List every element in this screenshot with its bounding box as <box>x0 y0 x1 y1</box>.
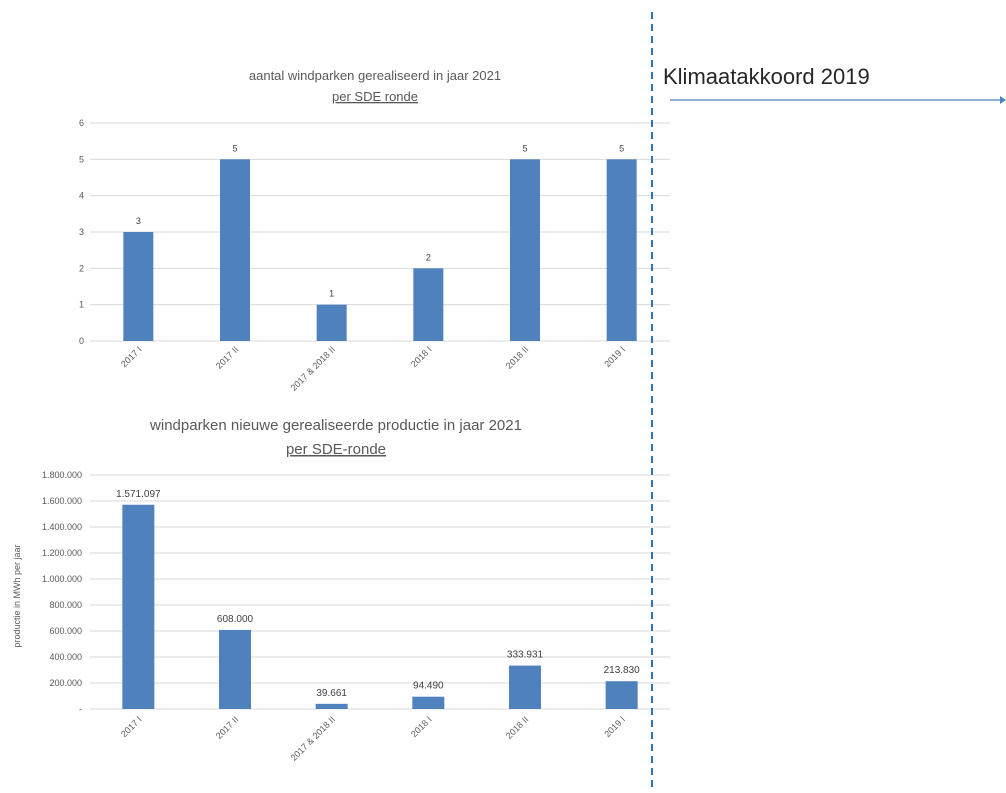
chart1-data-label: 5 <box>619 143 624 153</box>
chart2-x-axis: 2017 I 2017 II 2017 & 2018 II 2018 I 2018 II… <box>119 714 627 762</box>
klimaatakkoord-label: Klimaatakkoord 2019 <box>663 64 870 89</box>
chart1-bar <box>413 268 444 341</box>
chart2-x-tick-label: 2017 & 2018 II <box>289 714 337 762</box>
chart1-subtitle: per SDE ronde <box>332 89 418 104</box>
chart2-data-label: 213.830 <box>604 665 641 676</box>
chart2-y-tick-label: 800.000 <box>49 600 82 610</box>
chart2-bar <box>605 681 638 709</box>
chart1-bar <box>510 159 540 341</box>
chart1-y-tick-label: 0 <box>79 336 84 346</box>
chart2-data-label: 1.571.097 <box>116 489 161 500</box>
chart2-data-labels: 1.571.097 608.000 39.661 94.490 333.931 213.8… <box>116 489 640 699</box>
chart2-x-tick-label: 2018 I <box>409 714 434 739</box>
chart2-x-tick-label: 2018 II <box>504 714 531 741</box>
chart2-bars <box>122 504 638 709</box>
chart1-bar <box>123 232 154 341</box>
chart2-bar <box>509 665 541 709</box>
chart2-y-tick-label: 1.600.000 <box>42 496 82 506</box>
chart2-data-label: 39.661 <box>316 688 347 699</box>
chart1-x-tick-label: 2018 II <box>504 344 531 371</box>
chart1-y-tick-label: 6 <box>79 118 84 128</box>
chart2-title: windparken nieuwe gerealiseerde producti… <box>149 417 522 434</box>
chart1-x-axis: 2017 I 2017 II 2017 & 2018 II 2018 I 2018 II… <box>119 344 627 392</box>
chart2-y-tick-label: 1.200.000 <box>42 548 82 558</box>
chart1-data-label: 1 <box>329 289 334 299</box>
chart1-data-label: 2 <box>426 252 431 262</box>
chart1-y-tick-label: 5 <box>79 154 84 164</box>
chart2-y-tick-label: - <box>79 704 82 714</box>
chart2-y-tick-label: 1.800.000 <box>42 470 82 480</box>
chart2-y-tick-label: 1.000.000 <box>42 574 82 584</box>
chart2-x-tick-label: 2019 I <box>602 714 627 739</box>
chart1-x-tick-label: 2018 I <box>409 344 434 369</box>
chart2-gridlines <box>90 474 670 710</box>
chart1-bars <box>123 159 637 341</box>
chart2-y-axis-label: productie in MWh per jaar <box>12 544 22 647</box>
chart1-data-label: 5 <box>232 143 237 153</box>
chart1-y-tick-label: 1 <box>79 300 84 310</box>
chart1-data-labels: 3 5 1 2 5 5 <box>136 143 624 298</box>
chart2-y-axis: - 200.000 400.000 600.000 800.000 1.000.000 1.… <box>42 470 82 714</box>
chart-windparken-aantal: aantal windparken gerealiseerd in jaar 2… <box>79 68 670 393</box>
chart2-x-tick-label: 2017 II <box>214 714 241 741</box>
chart2-y-tick-label: 400.000 <box>49 652 82 662</box>
chart2-bar <box>315 703 348 709</box>
chart1-bar <box>220 159 250 341</box>
chart1-gridlines <box>90 122 670 342</box>
chart1-title: aantal windparken gerealiseerd in jaar 2… <box>249 68 501 83</box>
chart2-bar <box>412 696 445 709</box>
arrow-right-icon <box>1000 96 1006 104</box>
chart-windparken-productie: windparken nieuwe gerealiseerde producti… <box>12 417 670 763</box>
chart1-bar <box>606 159 637 341</box>
chart2-bar <box>122 504 155 709</box>
chart1-y-axis: 0 1 2 3 4 5 6 <box>79 118 84 346</box>
chart2-y-tick-label: 600.000 <box>49 626 82 636</box>
chart1-x-tick-label: 2017 II <box>214 344 241 371</box>
chart1-y-tick-label: 4 <box>79 191 84 201</box>
chart1-data-label: 5 <box>522 143 527 153</box>
chart1-x-tick-label: 2019 I <box>602 344 627 369</box>
chart1-x-tick-label: 2017 & 2018 II <box>289 344 337 392</box>
chart1-bar <box>316 304 347 341</box>
chart1-x-tick-label: 2017 I <box>119 344 144 369</box>
chart2-x-tick-label: 2017 I <box>119 714 144 739</box>
chart2-data-label: 333.931 <box>507 650 544 661</box>
chart2-y-tick-label: 200.000 <box>49 678 82 688</box>
chart2-bar <box>219 629 251 709</box>
chart1-y-tick-label: 3 <box>79 227 84 237</box>
chart2-y-tick-label: 1.400.000 <box>42 522 82 532</box>
chart2-data-label: 94.490 <box>413 681 444 692</box>
chart2-subtitle: per SDE-ronde <box>286 441 386 458</box>
chart1-y-tick-label: 2 <box>79 263 84 273</box>
chart1-data-label: 3 <box>136 216 141 226</box>
chart2-data-label: 608.000 <box>217 614 254 625</box>
